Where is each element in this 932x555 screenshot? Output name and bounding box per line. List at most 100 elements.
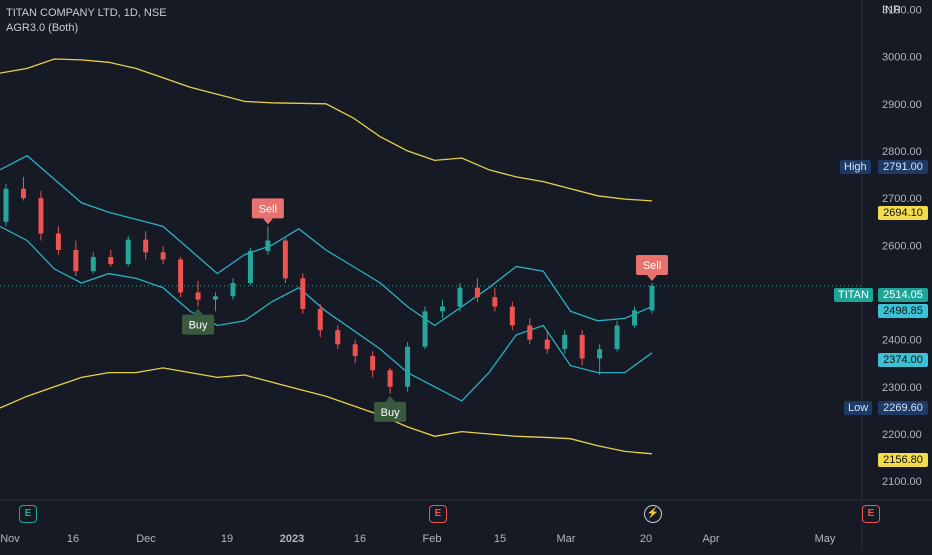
- candle[interactable]: [282, 238, 288, 284]
- price-tick-label: 2700.00: [882, 193, 922, 205]
- candle-body: [492, 297, 498, 307]
- candle-body: [160, 252, 166, 260]
- low-label-tag: Low: [844, 401, 873, 415]
- candle-body: [195, 292, 201, 300]
- last-price-tag: 2514.05: [878, 288, 928, 302]
- candle[interactable]: [108, 250, 114, 267]
- candle-body: [73, 250, 79, 272]
- outer-lower-band: [0, 367, 653, 455]
- candle-body: [632, 310, 638, 326]
- candle[interactable]: [492, 287, 498, 312]
- low-value-tag: 2269.60: [878, 401, 928, 415]
- sell-signal[interactable]: Sell: [251, 198, 284, 225]
- candle[interactable]: [143, 231, 149, 260]
- candle-body: [335, 330, 341, 345]
- time-tick-label: 16: [67, 533, 79, 545]
- candle[interactable]: [73, 240, 79, 276]
- candle[interactable]: [439, 299, 445, 319]
- signal-pointer: [385, 395, 396, 402]
- candle[interactable]: [20, 176, 26, 201]
- candle[interactable]: [632, 306, 638, 328]
- price-tick-label: 2900.00: [882, 99, 922, 111]
- time-tick-label: May: [815, 533, 836, 545]
- price-tick-label: 3000.00: [882, 52, 922, 64]
- candle-body: [614, 325, 620, 350]
- candle[interactable]: [195, 280, 201, 307]
- candle-body: [562, 334, 568, 350]
- price-tick-label: 2300.00: [882, 382, 922, 394]
- buy-signal[interactable]: Buy: [182, 308, 215, 335]
- candle[interactable]: [230, 278, 236, 300]
- outer-upper-band: [0, 58, 653, 202]
- candle[interactable]: [178, 257, 184, 298]
- candle-body: [38, 198, 44, 234]
- candle-body: [90, 257, 96, 272]
- candle[interactable]: [614, 320, 620, 352]
- time-tick-label: 19: [221, 533, 233, 545]
- candle[interactable]: [265, 226, 271, 255]
- sell-signal[interactable]: Sell: [636, 255, 668, 282]
- candle[interactable]: [247, 247, 253, 286]
- candle[interactable]: [509, 301, 515, 331]
- candle[interactable]: [562, 330, 568, 354]
- earnings-icon[interactable]: E: [19, 505, 37, 523]
- candle[interactable]: [422, 306, 428, 350]
- candle-body: [143, 239, 149, 253]
- candle[interactable]: [213, 292, 219, 312]
- inner-lower-band: [0, 225, 653, 402]
- inner-upper-band: [0, 154, 653, 327]
- signal-label: Buy: [189, 320, 208, 332]
- time-tick-label: 2023: [280, 533, 304, 545]
- earnings-icon[interactable]: E: [429, 505, 447, 523]
- candle[interactable]: [335, 325, 341, 350]
- chart-legend: TITAN COMPANY LTD, 1D, NSE AGR3.0 (Both): [6, 6, 167, 36]
- candle[interactable]: [90, 252, 96, 274]
- price-tick-label: 2400.00: [882, 335, 922, 347]
- dividend-icon[interactable]: ⚡: [644, 505, 662, 523]
- time-tick-label: Nov: [0, 533, 20, 545]
- price-tick-label: 2200.00: [882, 429, 922, 441]
- candle[interactable]: [160, 246, 166, 265]
- candle-body: [649, 285, 655, 311]
- price-tick-label: 2600.00: [882, 240, 922, 252]
- candle-body: [405, 346, 411, 387]
- candle[interactable]: [457, 283, 463, 312]
- price-tick-label: 3100.00: [882, 4, 922, 16]
- candle[interactable]: [55, 226, 61, 255]
- earnings-icon[interactable]: E: [862, 505, 880, 523]
- candle-body: [265, 240, 271, 251]
- candle[interactable]: [387, 367, 393, 394]
- candle-body: [352, 344, 358, 357]
- candle[interactable]: [3, 183, 9, 227]
- candle[interactable]: [352, 339, 358, 364]
- indicator-name[interactable]: AGR3.0 (Both): [6, 22, 79, 34]
- candle[interactable]: [474, 278, 480, 302]
- candle[interactable]: [317, 304, 323, 338]
- candle[interactable]: [300, 273, 306, 314]
- signal-label: Sell: [643, 260, 661, 272]
- candle-body: [230, 283, 236, 297]
- candle[interactable]: [38, 191, 44, 241]
- time-tick-label: 15: [494, 533, 506, 545]
- candle[interactable]: [125, 235, 131, 267]
- candle[interactable]: [405, 341, 411, 392]
- buy-signal[interactable]: Buy: [374, 395, 407, 422]
- ticker-label-tag: TITAN: [834, 288, 873, 302]
- symbol-title[interactable]: TITAN COMPANY LTD, 1D, NSE: [6, 7, 167, 19]
- outer-lower-tag: 2156.80: [878, 453, 928, 467]
- candle-body: [317, 308, 323, 331]
- price-tick-label: 2800.00: [882, 146, 922, 158]
- candle-body: [282, 240, 288, 279]
- candle[interactable]: [544, 330, 550, 354]
- candle[interactable]: [370, 351, 376, 378]
- candle[interactable]: [579, 330, 585, 366]
- candle[interactable]: [527, 318, 533, 345]
- candle[interactable]: [649, 283, 655, 314]
- signal-box: [636, 255, 668, 276]
- candle-body: [108, 257, 114, 265]
- candle[interactable]: [597, 344, 603, 375]
- signal-label: Buy: [381, 407, 400, 419]
- signal-box: [374, 401, 407, 422]
